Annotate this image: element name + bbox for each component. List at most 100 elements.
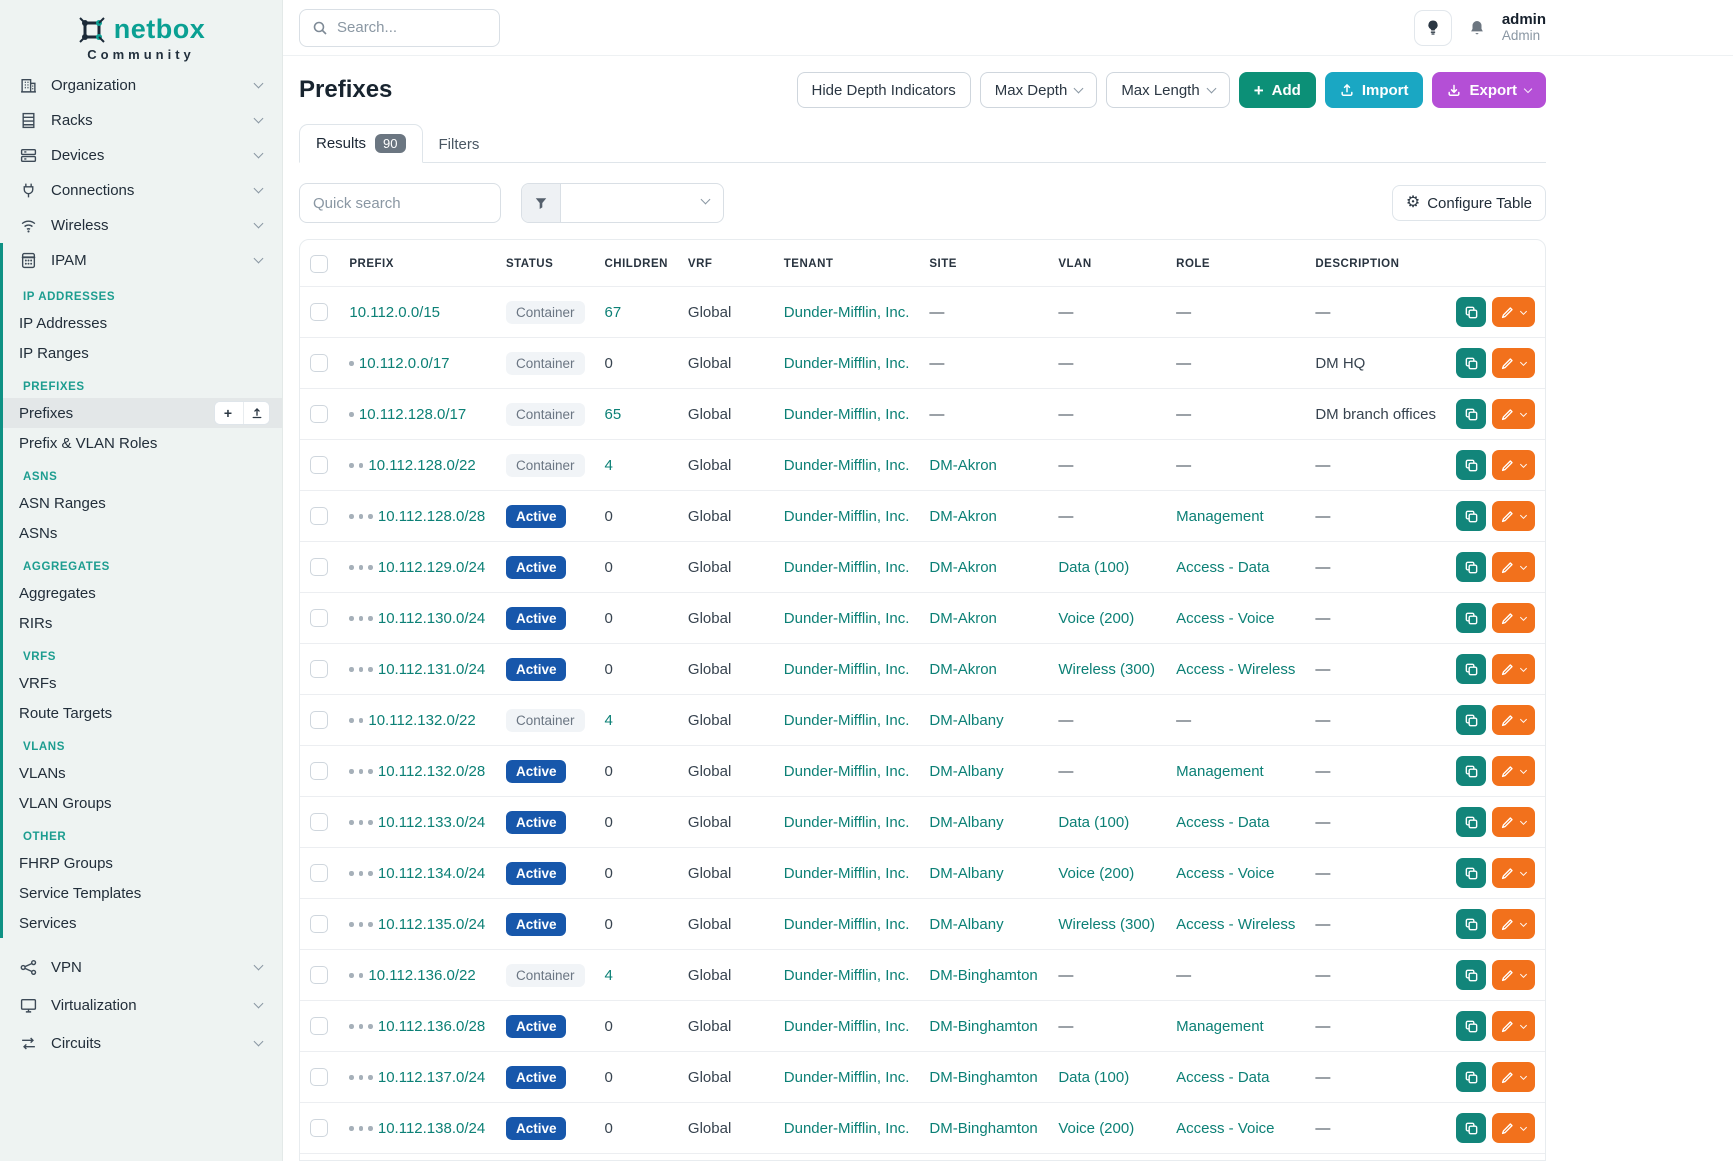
site-link[interactable]: DM-Albany [929,915,1004,933]
tenant-link[interactable]: Dunder-Mifflin, Inc. [783,660,910,678]
role-link[interactable]: Management [1176,1017,1264,1035]
sidebar-item-prefix-vlan-roles[interactable]: Prefix & VLAN Roles [3,428,282,458]
children-count[interactable]: 0 [604,354,613,372]
tenant-link[interactable]: Dunder-Mifflin, Inc. [783,609,910,627]
prefix-link[interactable]: 10.112.0.0/15 [349,303,441,321]
site-link[interactable]: DM-Albany [929,813,1004,831]
site-link[interactable]: DM-Akron [929,660,997,678]
edit-button[interactable] [1492,1011,1535,1041]
tenant-link[interactable]: Dunder-Mifflin, Inc. [783,762,910,780]
prefix-link[interactable]: 10.112.132.0/22 [368,711,476,729]
column-header-vlan[interactable]: VLAN [1058,258,1092,270]
max-depth-dropdown[interactable]: Max Depth [979,72,1098,108]
edit-button[interactable] [1492,858,1535,888]
column-header-vrf[interactable]: VRF [687,258,713,270]
sidebar-item-ip-ranges[interactable]: IP Ranges [3,338,282,368]
sidebar-item-ip-addresses[interactable]: IP Addresses [3,308,282,338]
site-link[interactable]: DM-Binghamton [929,1017,1038,1035]
tenant-link[interactable]: Dunder-Mifflin, Inc. [783,507,910,525]
edit-button[interactable] [1492,756,1535,786]
row-checkbox[interactable] [310,711,328,729]
prefix-link[interactable]: 10.112.134.0/24 [377,864,486,882]
sidebar-group-virtualization[interactable]: Virtualization [0,988,282,1023]
notifications-bell-icon[interactable] [1468,19,1486,37]
clone-button[interactable] [1456,1113,1486,1143]
clone-button[interactable] [1456,807,1486,837]
role-link[interactable]: Access - Wireless [1176,915,1296,933]
filter-button[interactable] [522,184,561,222]
prefix-link[interactable]: 10.112.132.0/28 [377,762,486,780]
sidebar-group-organization[interactable]: Organization [0,68,282,103]
tenant-link[interactable]: Dunder-Mifflin, Inc. [783,303,910,321]
sidebar-item-services[interactable]: Services [3,908,282,938]
vlan-link[interactable]: Data (100) [1058,558,1130,576]
sidebar-item-vrfs[interactable]: VRFs [3,668,282,698]
children-count[interactable]: 0 [604,558,613,576]
children-count[interactable]: 4 [604,711,613,729]
column-header-site[interactable]: SITE [929,258,957,270]
sidebar-item-fhrp-groups[interactable]: FHRP Groups [3,848,282,878]
tenant-link[interactable]: Dunder-Mifflin, Inc. [783,405,910,423]
prefix-link[interactable]: 10.112.0.0/17 [358,354,450,372]
tenant-link[interactable]: Dunder-Mifflin, Inc. [783,915,910,933]
quick-add-button[interactable]: + [215,402,241,424]
vlan-link[interactable]: Wireless (300) [1058,660,1156,678]
clone-button[interactable] [1456,705,1486,735]
prefix-link[interactable]: 10.112.128.0/28 [377,507,486,525]
vlan-link[interactable]: Voice (200) [1058,609,1135,627]
vlan-link[interactable]: Data (100) [1058,1068,1130,1086]
site-link[interactable]: DM-Binghamton [929,1068,1038,1086]
children-count[interactable]: 0 [604,813,613,831]
row-checkbox[interactable] [310,762,328,780]
site-link[interactable]: DM-Albany [929,864,1004,882]
site-link[interactable]: DM-Akron [929,456,997,474]
tenant-link[interactable]: Dunder-Mifflin, Inc. [783,1119,910,1137]
row-checkbox[interactable] [310,1068,328,1086]
clone-button[interactable] [1456,654,1486,684]
edit-button[interactable] [1492,450,1535,480]
sidebar-group-wireless[interactable]: Wireless [0,208,282,243]
clone-button[interactable] [1456,858,1486,888]
row-checkbox[interactable] [310,303,328,321]
clone-button[interactable] [1456,960,1486,990]
role-link[interactable]: Access - Voice [1176,609,1275,627]
clone-button[interactable] [1456,756,1486,786]
search-input[interactable] [337,19,487,36]
site-link[interactable]: DM-Akron [929,507,997,525]
global-search[interactable] [299,8,500,47]
sidebar-item-route-targets[interactable]: Route Targets [3,698,282,728]
tab-filters[interactable]: Filters [438,136,480,153]
tenant-link[interactable]: Dunder-Mifflin, Inc. [783,456,910,474]
role-link[interactable]: Access - Data [1176,813,1270,831]
add-button[interactable]: + Add [1238,72,1316,108]
edit-button[interactable] [1492,705,1535,735]
edit-button[interactable] [1492,399,1535,429]
prefix-link[interactable]: 10.112.137.0/24 [377,1068,486,1086]
children-count[interactable]: 0 [604,1017,613,1035]
quick-search-input[interactable] [299,183,501,223]
sidebar-group-connections[interactable]: Connections [0,173,282,208]
clone-button[interactable] [1456,552,1486,582]
row-checkbox[interactable] [310,864,328,882]
prefix-link[interactable]: 10.112.133.0/24 [377,813,486,831]
clone-button[interactable] [1456,348,1486,378]
prefix-link[interactable]: 10.112.128.0/22 [368,456,476,474]
row-checkbox[interactable] [310,966,328,984]
clone-button[interactable] [1456,1011,1486,1041]
column-header-prefix[interactable]: PREFIX [349,258,394,270]
clone-button[interactable] [1456,399,1486,429]
row-checkbox[interactable] [310,1119,328,1137]
children-count[interactable]: 0 [604,660,613,678]
row-checkbox[interactable] [310,1017,328,1035]
sidebar-group-racks[interactable]: Racks [0,103,282,138]
sidebar-item-rirs[interactable]: RIRs [3,608,282,638]
children-count[interactable]: 4 [604,456,613,474]
children-count[interactable]: 65 [604,405,622,423]
role-link[interactable]: Access - Voice [1176,864,1275,882]
prefix-link[interactable]: 10.112.128.0/17 [358,405,467,423]
clone-button[interactable] [1456,450,1486,480]
saved-filter-select[interactable] [561,184,723,222]
row-checkbox[interactable] [310,558,328,576]
vlan-link[interactable]: Wireless (300) [1058,915,1156,933]
edit-button[interactable] [1492,960,1535,990]
